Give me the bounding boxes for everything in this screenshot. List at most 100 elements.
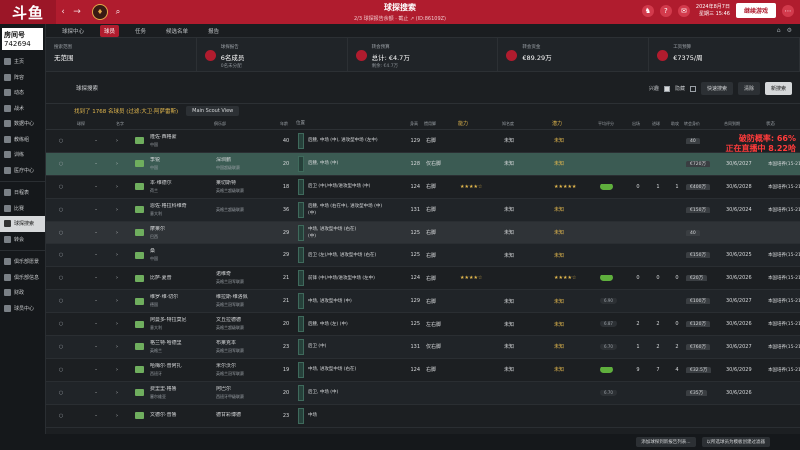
sidebar-item[interactable]: 俱乐部愿景 (0, 254, 45, 270)
column-header[interactable]: 球探 (77, 120, 85, 126)
tab-2[interactable]: 任务 (135, 28, 147, 35)
expand-chevron-icon[interactable]: › (116, 137, 118, 144)
expand-chevron-icon[interactable]: › (116, 321, 118, 328)
player-name-cell[interactable]: 格兰特·哈德里 英格兰 (150, 340, 216, 354)
interested-checkbox[interactable] (663, 85, 670, 92)
expand-chevron-icon[interactable]: › (116, 412, 118, 419)
player-name-cell[interactable]: 比萨·夏普 (150, 275, 216, 282)
column-header[interactable]: 进球 (652, 120, 660, 126)
table-row[interactable]: ○ - › 比萨·夏普 诺维奇 英格兰冠军联赛 21 前锋 (中)/中场/进攻型中场 (左中)… (46, 267, 800, 291)
sidebar-item[interactable]: 日程表 (0, 185, 45, 201)
search-icon[interactable]: ⌕ (115, 7, 121, 16)
player-club-cell[interactable]: 诺维奇 英格兰冠军联赛 (216, 271, 274, 285)
row-select-radio[interactable]: ○ (58, 366, 64, 373)
expand-chevron-icon[interactable]: › (116, 275, 118, 282)
sidebar-item[interactable]: 教练组 (0, 132, 45, 148)
player-club[interactable]: 米尔沃尔 (216, 362, 237, 369)
expand-chevron-icon[interactable]: › (116, 160, 118, 167)
expand-chevron-icon[interactable]: › (116, 183, 118, 190)
column-header[interactable]: 位置 (296, 121, 305, 126)
sidebar-item[interactable]: 俱乐部信息 (0, 270, 45, 286)
sidebar-item[interactable]: 转会 (0, 232, 45, 248)
player-club-cell[interactable]: 莱切斯特 英格兰超级联赛 (216, 180, 274, 194)
sidebar-item[interactable]: 动态 (0, 85, 45, 101)
player-name-cell[interactable]: 隆佐·西格蒙 中国 (150, 134, 216, 148)
view-selector[interactable]: Main Scout View (186, 106, 240, 116)
column-header[interactable]: 助攻 (671, 120, 679, 126)
row-select-radio[interactable]: ○ (58, 389, 64, 396)
forward-button[interactable]: → (73, 7, 81, 17)
column-header[interactable]: 平均评分 (598, 120, 614, 126)
player-name[interactable]: 阿曼多·特拉莫尼 (150, 317, 187, 324)
row-select-radio[interactable]: ○ (58, 252, 64, 259)
row-select-radio[interactable]: ○ (58, 275, 64, 282)
expand-chevron-icon[interactable]: › (116, 229, 118, 236)
sidebar-item[interactable]: 比赛 (0, 201, 45, 217)
player-club-cell[interactable]: 阿巴尔 西班牙甲级联赛 (216, 386, 274, 400)
expand-chevron-icon[interactable]: › (116, 343, 118, 350)
player-name-cell[interactable]: 维罗·维·切尔 德国 (150, 294, 216, 308)
tab-4[interactable]: 报告 (208, 28, 220, 35)
settings-icon[interactable]: ⚙ (786, 27, 792, 34)
column-header[interactable]: 合同到期 (724, 120, 740, 126)
sidebar-item[interactable]: 主页 (0, 54, 45, 70)
player-club-cell[interactable]: 深圳鹏 中国超级联赛 (216, 157, 274, 171)
player-name[interactable]: 文德尔·普鲁 (150, 412, 177, 419)
row-select-radio[interactable]: ○ (58, 206, 64, 213)
expand-chevron-icon[interactable]: › (116, 389, 118, 396)
player-club[interactable]: 诺维奇 (216, 271, 232, 278)
player-name-cell[interactable]: 本·维德尔 荷兰 (150, 180, 216, 194)
table-row[interactable]: ○ - › 本·维德尔 荷兰 莱切斯特 英格兰超级联赛 18 后卫 (中)/中场/进攻型中场 (… (46, 176, 800, 199)
player-name[interactable]: 比萨·夏普 (150, 274, 172, 281)
column-header[interactable]: 状态 (766, 121, 775, 127)
player-name[interactable]: 格兰特·哈德里 (150, 339, 182, 346)
player-club-cell[interactable]: 文丘拉德德 英格兰超级联赛 (216, 317, 274, 331)
player-name-cell[interactable]: 哈梅尔·普阿扎 西班牙 (150, 363, 216, 377)
column-header[interactable]: 俱乐部 (214, 121, 226, 126)
column-header[interactable]: 转会身价 (684, 120, 700, 126)
add-to-shortlist-button[interactable]: 添加球探到新报告列表... (636, 437, 696, 447)
sidebar-item[interactable]: 数据中心 (0, 116, 45, 132)
table-row[interactable]: ○ - › 费里里·格鲁 塞尔维亚 阿巴尔 西班牙甲级联赛 20 后卫, 中场 (中) 6.70 €… (46, 381, 800, 405)
sidebar-item[interactable]: 球探搜索 (0, 216, 45, 232)
player-name[interactable]: 李锐 (150, 156, 161, 163)
column-header[interactable]: 知名度 (502, 120, 514, 126)
help-icon[interactable]: ? (659, 4, 672, 17)
sidebar-item[interactable]: 训练 (0, 147, 45, 163)
player-club[interactable]: 德甘彩博德 (216, 412, 242, 419)
column-header[interactable]: 名字 (116, 121, 124, 126)
player-club-cell[interactable]: 米尔沃尔 英格兰冠军联赛 (216, 363, 274, 377)
table-row[interactable]: ○ - › 恩佐·格拉科维奇 意大利 英格兰超级联赛 36 后腰, 中场 (右在中), 进攻型… (46, 198, 800, 222)
row-select-radio[interactable]: ○ (58, 298, 64, 305)
column-header[interactable]: 身高 (410, 120, 418, 126)
player-club-cell[interactable]: 布莱克本 英格兰冠军联赛 (216, 340, 274, 354)
table-row[interactable]: ○ - › 阿曼多·特拉莫尼 意大利 文丘拉德德 英格兰超级联赛 20 后腰, 中场 (左) (… (46, 313, 800, 337)
quick-search-button[interactable]: 快速搜索 (700, 82, 733, 95)
manager-icon[interactable]: ♞ (641, 4, 654, 17)
row-select-radio[interactable]: ○ (58, 229, 64, 236)
row-select-radio[interactable]: ○ (58, 321, 64, 328)
player-club[interactable]: 维拉斯·维洛佩 (216, 294, 248, 301)
row-select-radio[interactable]: ○ (58, 412, 64, 419)
sidebar-item[interactable]: 财政 (0, 285, 45, 301)
row-select-radio[interactable]: ○ (58, 137, 64, 144)
table-row[interactable]: ○ - › 格兰特·哈德里 英格兰 布莱克本 英格兰冠军联赛 23 后卫 (中) 131 仅右脚 未知… (46, 336, 800, 359)
player-name[interactable]: 摩莱尔 (150, 225, 166, 232)
player-name-cell[interactable]: 费里里·格鲁 塞尔维亚 (150, 386, 216, 400)
row-select-radio[interactable]: ○ (58, 183, 64, 190)
player-club[interactable]: 阿巴尔 (216, 385, 232, 392)
table-row[interactable]: ○ - › 隆佐·西格蒙 中国 40 后腰, 中场 (中), 进攻型中场 (左中) 129 右脚… (46, 130, 800, 153)
tab-3[interactable]: 候选名单 (166, 28, 189, 35)
column-header[interactable]: 能力 (458, 121, 469, 127)
player-name[interactable]: 桑 (150, 248, 156, 255)
club-crest-icon[interactable]: ♦ (92, 4, 108, 20)
home-icon[interactable]: ⌂ (776, 27, 781, 34)
column-header[interactable]: 出场 (632, 120, 640, 126)
expand-chevron-icon[interactable]: › (116, 298, 118, 305)
sidebar-item[interactable]: 球员中心 (0, 301, 45, 317)
expand-chevron-icon[interactable]: › (116, 206, 118, 213)
sidebar-item[interactable]: 阵容 (0, 70, 45, 86)
continue-button[interactable]: 继续游戏 (735, 3, 776, 18)
player-name-cell[interactable]: 恩佐·格拉科维奇 意大利 (150, 203, 216, 217)
sidebar-item[interactable]: 战术 (0, 101, 45, 117)
